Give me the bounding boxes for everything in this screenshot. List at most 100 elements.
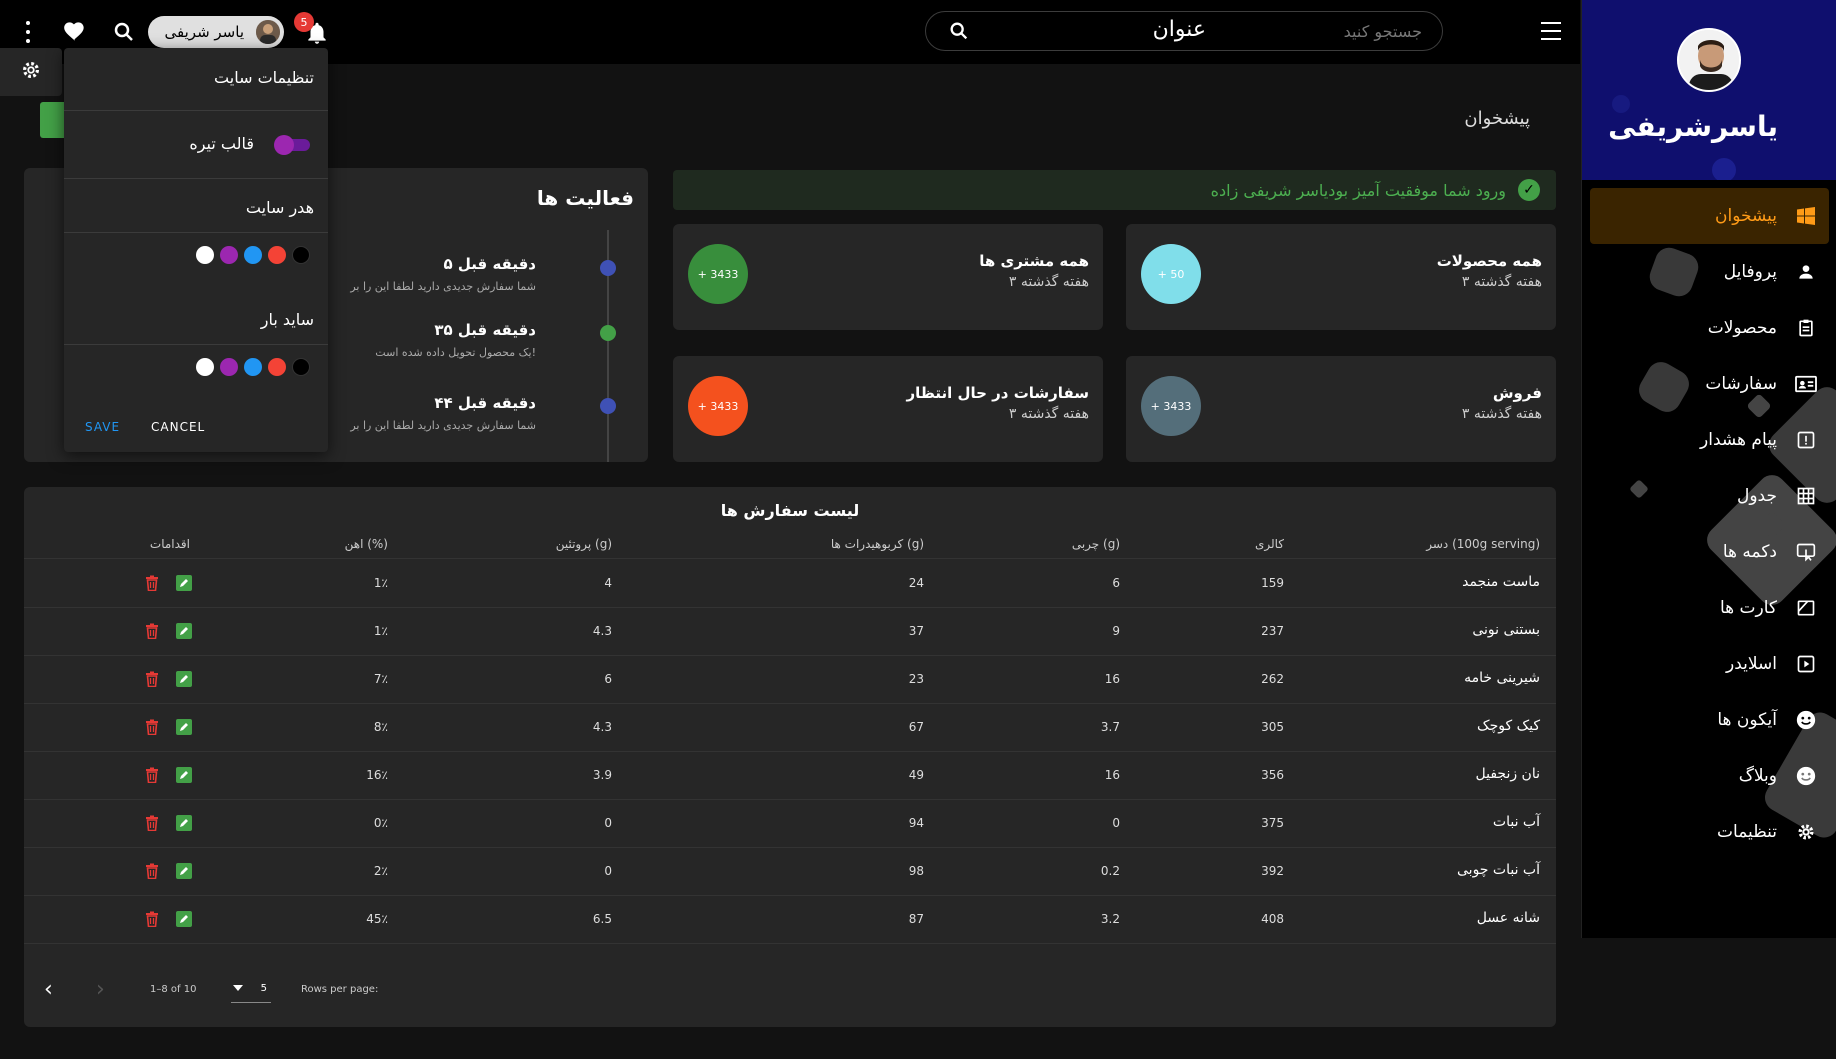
col-header[interactable]: کالری: [1254, 537, 1284, 551]
sidebar-item-products[interactable]: محصولات: [1590, 300, 1829, 356]
col-header[interactable]: کربوهیدرات ها (g): [830, 537, 924, 551]
card-icon: [1795, 597, 1817, 619]
sidebar-item-label: دکمه ها: [1722, 542, 1777, 562]
sidebar-swatch-white[interactable]: [196, 358, 214, 376]
header-swatch-blue[interactable]: [244, 246, 262, 264]
contact-card-icon: [1795, 373, 1817, 395]
sidebar-item-alerts[interactable]: پیام هشدار: [1590, 412, 1829, 468]
rows-per-page-select[interactable]: 5: [231, 975, 271, 1003]
header-swatch-red[interactable]: [268, 246, 286, 264]
gear-icon: [20, 59, 42, 85]
sidebar-item-label: اسلایدر: [1726, 654, 1777, 674]
delete-icon[interactable]: [144, 623, 160, 640]
sidebar-item-dashboard[interactable]: پیشخوان: [1590, 188, 1829, 244]
table-cell: 305: [1261, 720, 1284, 734]
col-header[interactable]: پروتئین (g): [555, 537, 612, 551]
menu-icon[interactable]: [1541, 22, 1561, 40]
table-cell: 1٪: [373, 624, 388, 638]
search-icon[interactable]: [112, 20, 136, 44]
table-cell: 4: [604, 576, 612, 590]
avatar[interactable]: [1677, 28, 1741, 92]
delete-icon[interactable]: [144, 575, 160, 592]
table-cell: 45٪: [366, 912, 388, 926]
sidebar-item-cards[interactable]: کارت ها: [1590, 580, 1829, 636]
sidebar-swatch-blue[interactable]: [244, 358, 262, 376]
check-circle-icon: ✓: [1518, 179, 1540, 201]
alert-box-icon: [1795, 429, 1817, 451]
sidebar-item-settings[interactable]: تنظیمات: [1590, 804, 1829, 860]
sidebar-swatch-black[interactable]: [292, 358, 310, 376]
edit-icon[interactable]: [176, 911, 192, 927]
table-cell: 3.7: [1100, 720, 1120, 734]
table-cell: 6: [604, 672, 612, 686]
table-row: آب نبات 375 0 94 0 0٪: [24, 800, 1556, 848]
sidebar-item-orders[interactable]: سفارشات: [1590, 356, 1829, 412]
table-row: بستنی نونی 237 9 37 4.3 1٪: [24, 608, 1556, 656]
table-cell: 4.3: [592, 720, 612, 734]
sidebar-item-blog[interactable]: وبلاگ: [1590, 748, 1829, 804]
delete-icon[interactable]: [144, 767, 160, 784]
next-page-button[interactable]: ›: [96, 977, 105, 1002]
header-swatch-black[interactable]: [292, 246, 310, 264]
add-button[interactable]: [40, 102, 64, 138]
col-header[interactable]: دسر (100g serving): [1426, 537, 1540, 551]
table-cell: 8٪: [373, 720, 388, 734]
col-header[interactable]: اهن (%): [344, 537, 388, 551]
success-text: ورود شما موفقیت آمیز بود: [1328, 180, 1506, 200]
more-vert-icon[interactable]: [18, 18, 38, 46]
user-chip[interactable]: یاسر شریفی: [148, 16, 284, 48]
table-row: شیرینی خامه 262 16 23 6 7٪: [24, 656, 1556, 704]
table-cell: 16: [1104, 672, 1120, 686]
avatar: [256, 20, 280, 44]
sidebar-item-icons[interactable]: آیکون ها: [1590, 692, 1829, 748]
sidebar-item-buttons[interactable]: دکمه ها: [1590, 524, 1829, 580]
delete-icon[interactable]: [144, 671, 160, 688]
settings-toggle-button[interactable]: [0, 48, 62, 96]
search-icon[interactable]: [948, 20, 970, 42]
edit-icon[interactable]: [176, 671, 192, 687]
pagination-range: 1–8 of 10: [150, 984, 197, 995]
delete-icon[interactable]: [144, 719, 160, 736]
header-swatch-purple[interactable]: [220, 246, 238, 264]
chevron-down-icon: [233, 985, 243, 991]
table-cell: 94: [908, 816, 924, 830]
cancel-button[interactable]: CANCEL: [151, 420, 206, 434]
delete-icon[interactable]: [144, 911, 160, 928]
rows-per-page-value: 5: [260, 983, 267, 994]
sidebar-item-label: جدول: [1737, 486, 1777, 506]
edit-icon[interactable]: [176, 575, 192, 591]
sidebar-item-label: سفارشات: [1705, 374, 1777, 394]
table-cell: 0.2: [1100, 864, 1120, 878]
slider-icon: [1795, 653, 1817, 675]
sidebar-item-profile[interactable]: پروفایل: [1590, 244, 1829, 300]
sidebar-profile-name: یاسرشریفی: [1608, 110, 1778, 143]
table-cell: 7٪: [373, 672, 388, 686]
table-row: کیک کوچک 305 3.7 67 4.3 8٪: [24, 704, 1556, 752]
table-cell: 6: [1112, 576, 1120, 590]
table-row: آب نبات چوبی 392 0.2 98 0 2٪: [24, 848, 1556, 896]
save-button[interactable]: SAVE: [85, 420, 121, 434]
header-swatch-white[interactable]: [196, 246, 214, 264]
table-cell: آب نبات چوبی: [1457, 862, 1540, 878]
sidebar-item-table[interactable]: جدول: [1590, 468, 1829, 524]
bell-icon[interactable]: [304, 20, 330, 46]
delete-icon[interactable]: [144, 863, 160, 880]
sidebar-item-slider[interactable]: اسلایدر: [1590, 636, 1829, 692]
sidebar-swatch-purple[interactable]: [220, 358, 238, 376]
edit-icon[interactable]: [176, 623, 192, 639]
delete-icon[interactable]: [144, 815, 160, 832]
table-cell: 0: [604, 864, 612, 878]
sidebar-item-label: پروفایل: [1723, 262, 1777, 282]
edit-icon[interactable]: [176, 815, 192, 831]
sidebar-swatch-red[interactable]: [268, 358, 286, 376]
edit-icon[interactable]: [176, 863, 192, 879]
dark-theme-toggle[interactable]: [274, 135, 310, 155]
edit-icon[interactable]: [176, 767, 192, 783]
prev-page-button[interactable]: ‹: [44, 977, 53, 1002]
col-header[interactable]: چربی (g): [1071, 537, 1120, 551]
search-input[interactable]: [982, 20, 1422, 42]
table-cell: 6.5: [592, 912, 612, 926]
heart-icon[interactable]: [62, 18, 88, 44]
edit-icon[interactable]: [176, 719, 192, 735]
table-icon: [1795, 485, 1817, 507]
